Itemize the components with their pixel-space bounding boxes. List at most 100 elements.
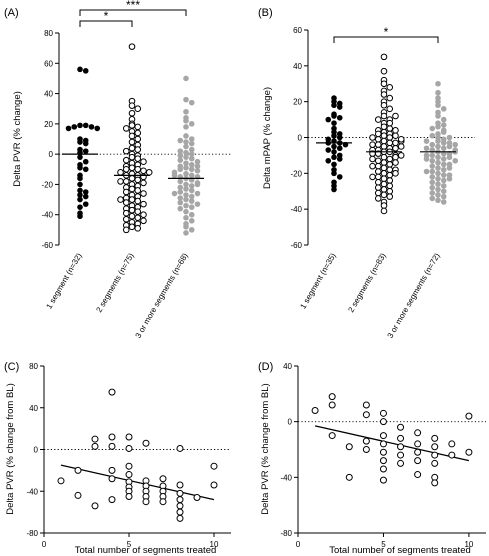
data-point [386,171,394,179]
data-point [183,75,189,82]
data-point [362,437,370,445]
data-point [331,113,337,119]
significance-label: *** [126,0,140,12]
data-point [440,172,447,178]
data-point [380,153,388,161]
data-point [159,498,167,506]
data-point [134,225,142,232]
data-point [325,157,332,164]
y-tick-label: -60 [41,241,53,250]
data-point [414,429,422,437]
data-point [429,184,436,191]
data-point [362,446,370,453]
data-point [331,132,337,139]
data-point [397,451,405,459]
data-point [331,170,337,177]
data-point [386,94,394,102]
data-point [134,155,142,162]
data-point [392,153,399,161]
x-tick-label: 0 [296,540,301,549]
data-point [128,109,136,117]
data-point [117,169,124,176]
data-point [374,157,382,165]
data-point [77,204,83,210]
data-point [125,444,133,452]
data-point [325,116,332,123]
data-point [386,193,394,200]
data-point [380,80,388,88]
data-point [82,193,89,200]
data-point [386,125,394,132]
data-point [328,401,336,409]
data-point [392,144,399,152]
data-point [331,161,337,168]
data-point [122,188,130,196]
x-tick-label: 10 [210,540,219,549]
data-point [379,409,387,417]
data-point [177,152,184,159]
data-point [134,129,142,137]
data-point [128,223,136,231]
data-point [440,156,447,162]
data-point [369,141,376,148]
data-point [440,106,447,112]
data-point [188,187,195,194]
data-point [91,435,99,443]
data-point [176,489,184,497]
data-point [397,423,405,431]
data-point [336,134,343,141]
data-point [429,168,436,175]
data-point [188,151,195,157]
data-point [128,144,136,152]
data-point [77,66,83,73]
data-point [440,188,447,195]
data-point [183,202,189,209]
data-point [188,155,195,162]
data-point [65,125,72,132]
data-point [183,181,189,188]
data-point [125,492,133,500]
data-point [380,180,388,188]
data-point [440,116,447,123]
data-point [345,443,353,451]
data-point [128,175,136,182]
data-point [125,433,133,441]
x-tick-label: 10 [464,540,473,549]
data-point [176,502,184,510]
data-point [183,108,189,115]
data-point [82,166,89,173]
data-point [397,143,405,150]
data-point [380,186,388,193]
data-point [452,141,459,148]
data-point [128,153,136,161]
data-point [82,201,89,207]
data-point [94,125,101,132]
data-point [159,475,167,483]
data-point [210,481,218,489]
data-point [188,198,195,204]
data-point [336,174,343,180]
panel-label: (D) [258,361,273,373]
data-point [188,166,195,173]
data-point [446,140,453,146]
data-point [117,196,124,203]
data-point [435,154,441,161]
data-point [108,466,116,474]
data-point [193,494,201,502]
data-point [379,465,387,473]
data-point [336,104,343,110]
data-point [386,166,394,174]
data-point [142,498,150,506]
data-point [134,197,142,205]
data-point [435,89,441,96]
data-point [386,134,394,141]
data-point [379,476,387,484]
y-tick-label: 0 [34,446,39,455]
data-point [194,201,201,207]
data-point [128,122,136,129]
data-point [183,133,189,139]
data-point [177,178,184,185]
data-point [369,155,376,163]
data-point [194,168,201,174]
data-point [435,143,441,150]
